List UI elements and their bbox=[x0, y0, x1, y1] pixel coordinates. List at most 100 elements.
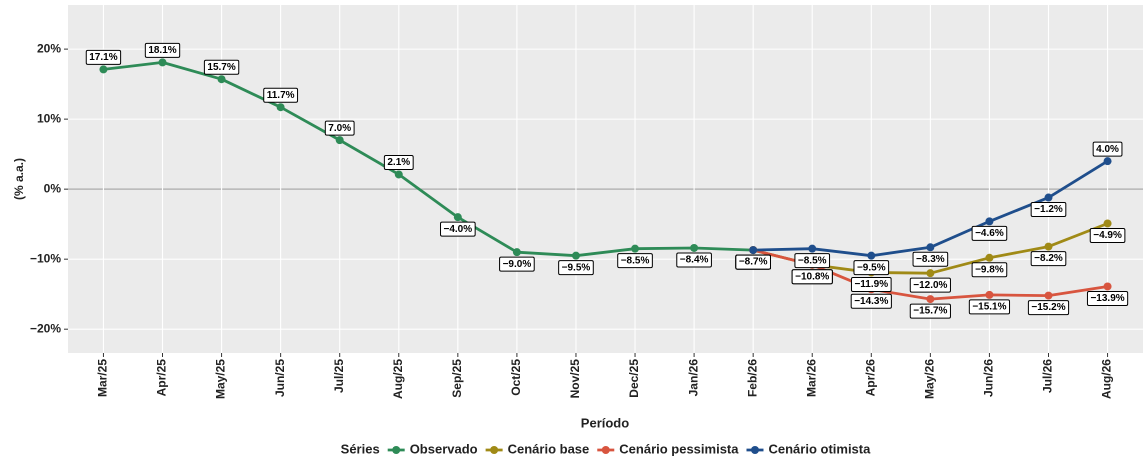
legend-label: Cenário base bbox=[508, 441, 590, 456]
value-label: −9.5% bbox=[853, 260, 890, 276]
value-label-box bbox=[440, 221, 476, 237]
value-label-text: 18.1% bbox=[148, 45, 176, 56]
x-axis-label: Período bbox=[581, 415, 629, 430]
value-label: 17.1% bbox=[85, 49, 122, 65]
value-label-box bbox=[383, 154, 414, 170]
value-label-text: −8.3% bbox=[916, 254, 945, 265]
value-label: −11.9% bbox=[850, 276, 892, 292]
value-label-text: −15.2% bbox=[1031, 302, 1065, 313]
value-label-text: −8.4% bbox=[680, 255, 709, 266]
value-label-text: −9.0% bbox=[503, 259, 532, 270]
value-label-box bbox=[558, 260, 594, 276]
value-label: −8.5% bbox=[617, 253, 653, 269]
data-point bbox=[1103, 219, 1112, 228]
value-label-text: −8.2% bbox=[1034, 253, 1063, 264]
value-label: −14.3% bbox=[850, 293, 892, 309]
value-label-box bbox=[909, 277, 951, 293]
value-label-box bbox=[853, 260, 890, 276]
x-tick-label: Mar/25 bbox=[96, 359, 110, 397]
value-label-box bbox=[676, 252, 712, 268]
data-point bbox=[1044, 193, 1053, 202]
value-label-box bbox=[794, 253, 831, 269]
value-label-box bbox=[1086, 290, 1129, 306]
x-tick-label: Dec/25 bbox=[627, 359, 641, 398]
value-label-text: −14.3% bbox=[854, 296, 888, 307]
x-tick-label: May/26 bbox=[923, 359, 937, 399]
value-label-text: 11.7% bbox=[267, 90, 295, 101]
data-point bbox=[1103, 282, 1112, 291]
value-label-box bbox=[912, 251, 949, 267]
value-label-box bbox=[1089, 227, 1126, 243]
data-point bbox=[571, 251, 580, 260]
value-label: −9.8% bbox=[971, 262, 1008, 278]
value-labels: 17.1% 18.1% 15.7% 11.7% 7.0% 2.1% −4.0% −9.0% −9… bbox=[85, 42, 1129, 319]
y-tick-label: 20% bbox=[37, 41, 61, 55]
value-label-text: 17.1% bbox=[89, 52, 117, 63]
value-label-text: 4.0% bbox=[1096, 144, 1119, 155]
value-label: −12.0% bbox=[909, 277, 951, 293]
legend: Séries Observado Cenário base Cenário pessi… bbox=[341, 441, 871, 456]
legend-label: Observado bbox=[410, 441, 478, 456]
value-label-box bbox=[1027, 300, 1070, 316]
data-point bbox=[453, 213, 462, 222]
value-label-box bbox=[617, 253, 653, 269]
value-label-box bbox=[968, 299, 1011, 315]
value-label: −8.7% bbox=[735, 254, 771, 270]
value-label-box bbox=[850, 293, 892, 309]
grid: −20% −10% 0% 10% 20% Mar/25 Apr/25 May/25 Jun/25… bbox=[30, 5, 1143, 399]
data-point bbox=[1044, 242, 1053, 251]
x-tick-label: Jun/26 bbox=[982, 359, 996, 397]
value-label-text: −1.2% bbox=[1034, 204, 1063, 215]
value-label: −15.2% bbox=[1027, 300, 1070, 316]
data-point bbox=[99, 65, 108, 74]
value-label-box bbox=[971, 225, 1008, 241]
value-label-text: 15.7% bbox=[207, 62, 235, 73]
value-label: 15.7% bbox=[203, 59, 240, 75]
legend-key-point bbox=[490, 446, 499, 454]
value-label-text: −8.5% bbox=[798, 255, 827, 266]
legend-title: Séries bbox=[341, 441, 380, 456]
data-point bbox=[926, 269, 935, 278]
value-label: −8.2% bbox=[1030, 251, 1067, 267]
value-label-box bbox=[971, 262, 1008, 278]
y-tick-label: 0% bbox=[44, 181, 62, 195]
value-label-text: −4.6% bbox=[975, 228, 1004, 239]
value-label: −8.3% bbox=[912, 251, 949, 267]
value-label-text: −8.5% bbox=[621, 255, 650, 266]
value-label: 2.1% bbox=[383, 154, 414, 170]
x-tick-label: Feb/26 bbox=[745, 359, 759, 397]
value-label-box bbox=[735, 254, 771, 270]
data-point bbox=[749, 246, 758, 255]
data-point bbox=[276, 103, 285, 112]
value-label-text: −9.5% bbox=[857, 262, 886, 273]
y-tick-label: 10% bbox=[37, 111, 61, 125]
value-label-text: −8.7% bbox=[739, 257, 768, 268]
value-label-text: −10.8% bbox=[795, 271, 829, 282]
legend-key-point bbox=[601, 446, 610, 454]
value-label-box bbox=[144, 42, 181, 58]
value-label-box bbox=[499, 256, 535, 272]
value-label: −4.0% bbox=[440, 221, 476, 237]
legend-label: Cenário otimista bbox=[768, 441, 871, 456]
data-point bbox=[690, 243, 699, 252]
data-point bbox=[808, 244, 817, 253]
x-tick-label: Mar/26 bbox=[804, 359, 818, 397]
panel bbox=[68, 5, 1143, 353]
data-point bbox=[867, 251, 876, 260]
x-tick-label: Apr/25 bbox=[155, 359, 169, 397]
value-label: −10.8% bbox=[791, 269, 833, 285]
value-label-box bbox=[791, 269, 833, 285]
data-point bbox=[1103, 157, 1112, 166]
data-point bbox=[985, 290, 994, 299]
x-tick-label: Jan/26 bbox=[686, 359, 700, 397]
legend-key-point bbox=[392, 446, 401, 454]
data-point bbox=[926, 243, 935, 252]
value-label-box bbox=[1030, 251, 1067, 267]
data-point bbox=[217, 75, 226, 84]
value-label-text: −9.8% bbox=[975, 264, 1004, 275]
series-line bbox=[103, 61, 754, 258]
x-tick-label: Sep/25 bbox=[450, 359, 464, 398]
value-label: −4.6% bbox=[971, 225, 1008, 241]
value-label-text: −4.9% bbox=[1093, 230, 1122, 241]
value-label-text: −4.0% bbox=[444, 224, 473, 235]
